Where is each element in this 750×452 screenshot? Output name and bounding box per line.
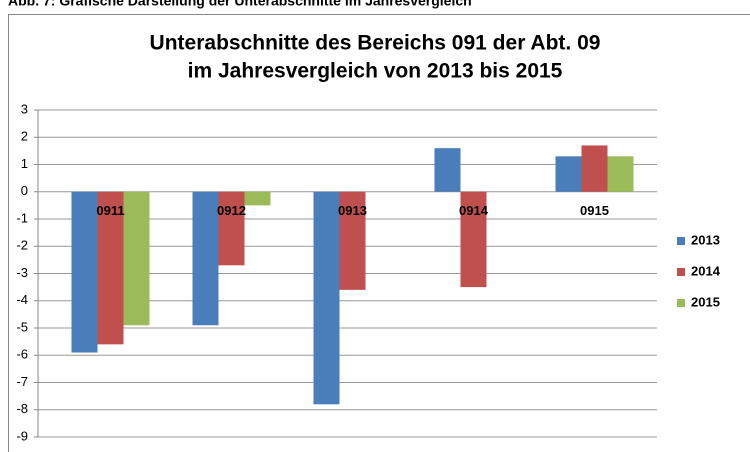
y-tick-label: 2 [21,129,28,144]
y-tick-label: -4 [16,292,28,307]
x-tick-label: 0911 [96,203,124,218]
x-tick-label: 0912 [217,203,246,218]
bar [460,191,487,288]
y-tick-label: 0 [21,183,28,198]
legend-swatch [677,268,685,276]
y-tick-label: 1 [21,156,28,171]
caption: Abb. 7: Grafische Darstellung der Untera… [8,0,472,9]
x-tick-label: 0914 [459,203,489,218]
bar [244,191,271,206]
chart-title: Unterabschnitte des Bereichs 091 der Abt… [150,32,601,55]
legend-label: 2014 [691,263,721,278]
bar [71,191,98,353]
y-tick-label: 3 [21,101,28,116]
y-tick-label: -8 [16,401,28,416]
legend-swatch [677,237,685,245]
y-tick-label: -7 [16,374,28,389]
legend-label: 2015 [691,294,720,309]
bar [581,145,608,192]
legend-label: 2013 [691,232,720,247]
bar [607,156,634,192]
y-tick-label: -5 [16,319,28,334]
bar [97,191,124,345]
x-tick-label: 0913 [338,203,367,218]
y-tick-label: -1 [16,210,28,225]
legend-swatch [677,299,685,307]
y-tick-label: -9 [16,428,28,443]
bar [434,148,461,192]
bar [555,156,582,192]
y-tick-label: -3 [16,265,28,280]
bar [123,191,150,326]
x-tick-label: 0915 [580,203,609,218]
y-tick-label: -2 [16,238,28,253]
bar [339,191,366,290]
bar [218,191,245,266]
bar [192,191,219,326]
y-tick-label: -6 [16,347,28,362]
chart-title: im Jahresvergleich von 2013 bis 2015 [188,60,563,83]
bar [313,191,340,405]
